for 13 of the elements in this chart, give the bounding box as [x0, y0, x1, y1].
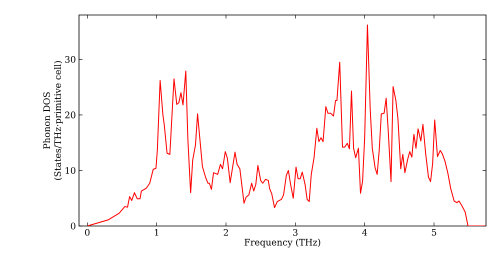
y-tick-label: 30 — [65, 56, 76, 63]
x-axis-title: Frequency (THz) — [244, 238, 320, 248]
x-tick-label: 0 — [85, 229, 90, 236]
y-tick-label: 10 — [66, 167, 76, 174]
line-series — [86, 24, 486, 226]
x-tick-label: 1 — [154, 229, 158, 236]
y-axis-title: Phonon DOS (States/THz·primitive cell) — [43, 61, 63, 180]
y-tick-label: 20 — [65, 112, 76, 118]
y-tick-label: 0 — [70, 222, 76, 230]
x-tick-label: 5 — [432, 229, 436, 236]
x-tick-label: 3 — [293, 229, 298, 236]
x-tick-label: 2 — [224, 229, 228, 236]
x-tick-label: 4 — [362, 229, 368, 236]
